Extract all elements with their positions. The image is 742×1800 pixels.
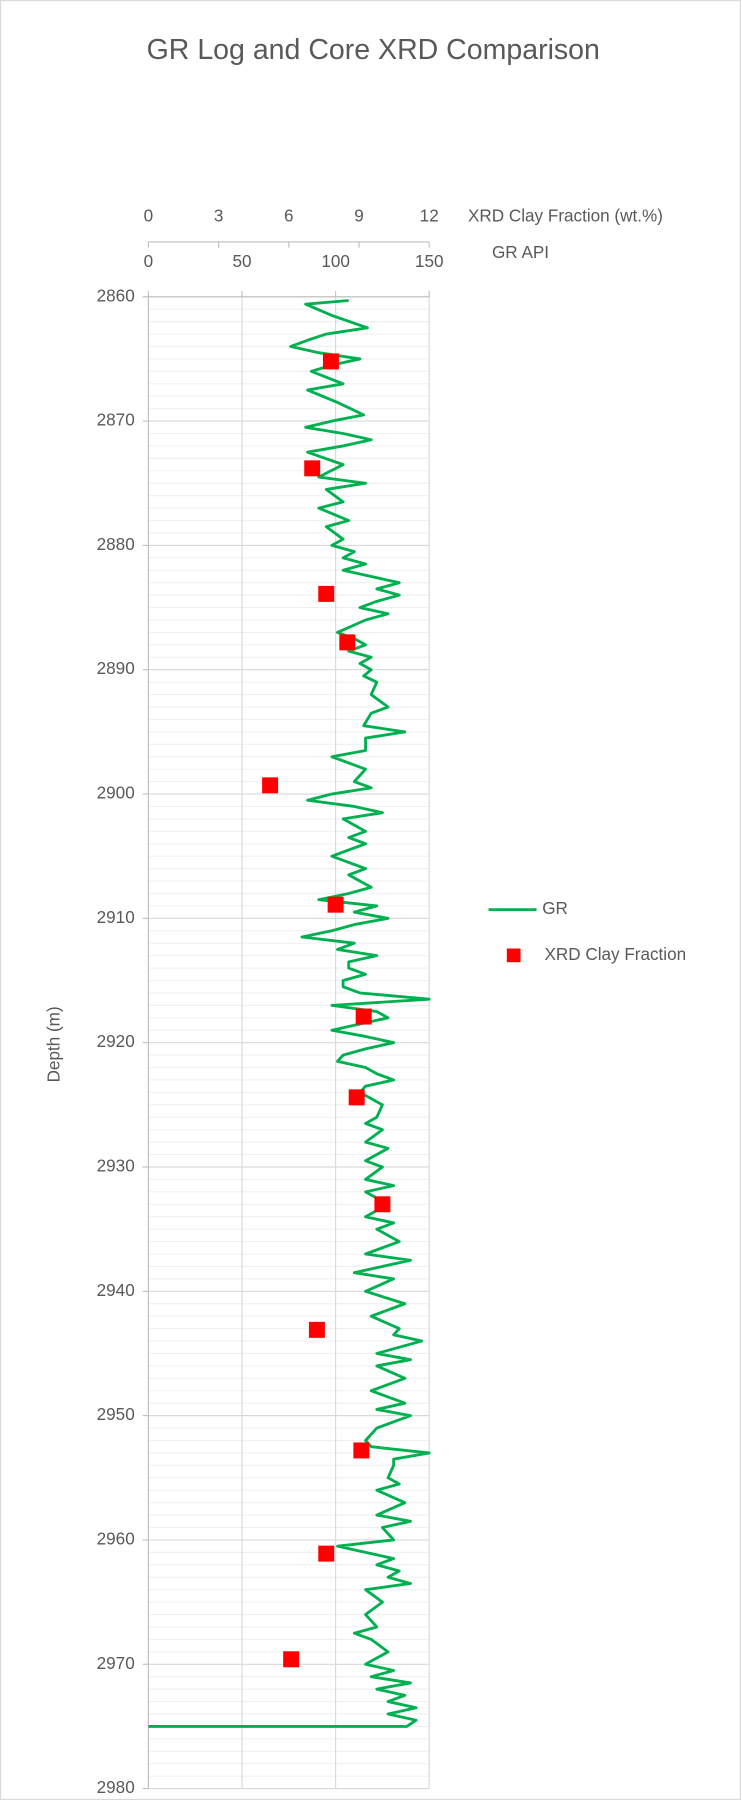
xrd-point [308, 1321, 325, 1338]
x2-tick-label: 3 [214, 206, 224, 225]
xrd-point [339, 634, 356, 651]
x-axis-title: GR API [492, 243, 549, 262]
x2-tick-label: 6 [284, 206, 294, 225]
xrd-point [355, 1008, 372, 1025]
x2-tick-label: 0 [144, 206, 154, 225]
xrd-point [353, 1442, 370, 1459]
y-tick-label: 2920 [97, 1032, 135, 1051]
xrd-point [348, 1089, 365, 1106]
legend-label: GR [542, 899, 568, 918]
x-tick-label: 50 [233, 252, 252, 271]
y-tick-label: 2880 [97, 535, 135, 554]
x-tick-label: 100 [321, 252, 350, 271]
y-tick-label: 2980 [97, 1778, 135, 1797]
xrd-point [283, 1651, 300, 1668]
y-tick-label: 2940 [97, 1281, 135, 1300]
gr-line [148, 299, 431, 1728]
y-tick-label: 2960 [97, 1529, 135, 1548]
y-tick-label: 2950 [97, 1405, 135, 1424]
y-tick-label: 2970 [97, 1654, 135, 1673]
x-tick-label: 150 [415, 252, 444, 271]
y-tick-label: 2860 [97, 286, 135, 305]
x2-tick-label: 9 [354, 206, 364, 225]
legend-swatch [506, 948, 521, 963]
x-tick-label: 0 [144, 252, 154, 271]
xrd-point [322, 353, 339, 370]
xrd-point [262, 777, 279, 794]
y-tick-label: 2890 [97, 659, 135, 678]
y-tick-label: 2910 [97, 908, 135, 927]
chart-title: GR Log and Core XRD Comparison [147, 34, 600, 66]
y-tick-label: 2870 [97, 411, 135, 430]
x2-axis-title: XRD Clay Fraction (wt.%) [468, 206, 663, 225]
y-tick-label: 2900 [97, 784, 135, 803]
xrd-point [374, 1196, 391, 1213]
xrd-point [318, 585, 335, 602]
y-tick-label: 2930 [97, 1157, 135, 1176]
xrd-point [327, 896, 344, 913]
legend-label: XRD Clay Fraction [544, 945, 686, 964]
xrd-point [304, 460, 321, 477]
xrd-point [318, 1545, 335, 1562]
x2-tick-label: 12 [420, 206, 439, 225]
y-axis-title: Depth (m) [44, 1006, 63, 1082]
